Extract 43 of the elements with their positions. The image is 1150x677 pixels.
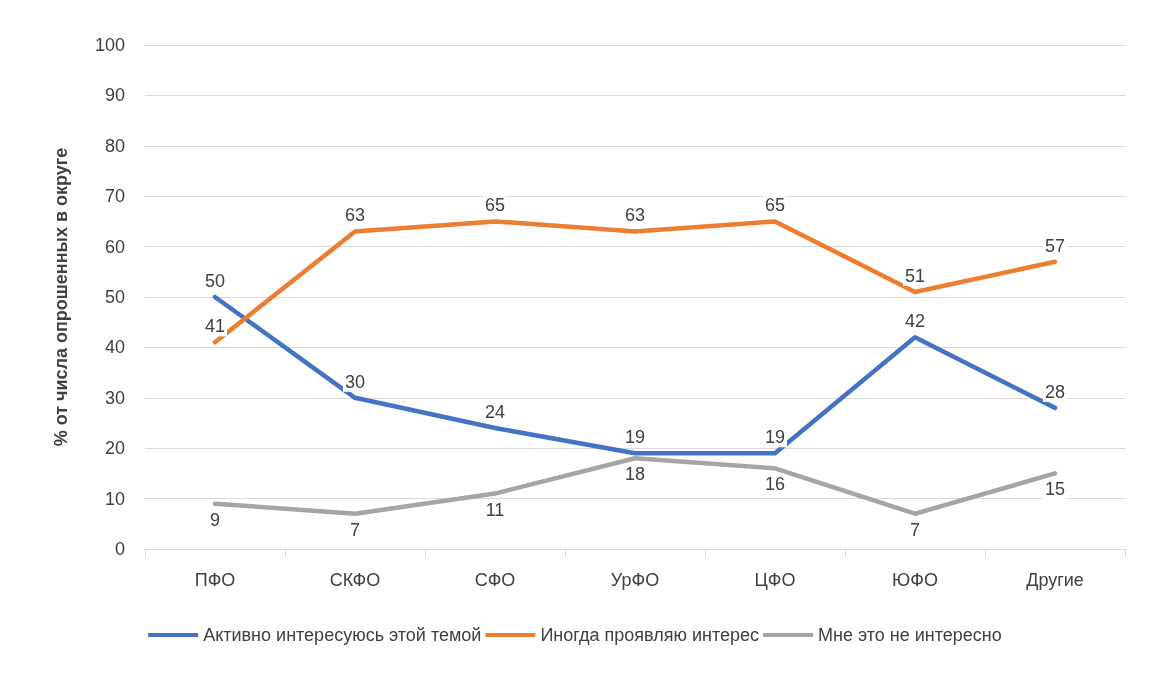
data-label: 65 [484,195,506,216]
y-tick-label: 10 [104,488,125,509]
data-label: 9 [209,509,221,530]
x-tick-label: ЮФО [892,570,938,590]
y-tick-label: 30 [104,387,125,408]
data-label: 7 [909,519,921,540]
data-label: 30 [344,371,366,392]
data-label: 57 [1044,235,1066,256]
x-tick-label: СКФО [329,570,381,590]
data-label: 28 [1044,381,1066,402]
data-label: 42 [904,311,926,332]
data-label: 50 [204,271,226,291]
y-tick-label: 100 [94,35,125,55]
y-tick-label: 70 [104,186,125,207]
y-tick-label: 20 [104,438,125,459]
data-label: 65 [764,195,786,216]
data-label: 24 [484,402,506,423]
x-tick-label: СФО [474,570,516,590]
data-label: 7 [349,519,361,540]
data-label: 63 [624,205,646,226]
data-label: 15 [1044,479,1066,500]
data-label: 16 [764,474,786,495]
data-label: 11 [485,499,505,520]
data-label: 19 [624,427,646,448]
data-label: 51 [904,265,926,286]
y-tick-label: 0 [114,539,125,559]
data-label: 41 [204,316,226,337]
y-tick-label: 90 [104,85,125,106]
y-tick-label: 40 [104,337,125,358]
legend-label: Мне это не интересно [818,625,1002,645]
x-tick-label: ПФО [194,570,236,590]
legend-label: Активно интересуюсь этой темой [203,625,482,645]
x-tick-label: УрФО [610,570,660,590]
data-label: 18 [624,464,646,485]
x-tick-label: ЦФО [754,570,796,590]
data-label: 63 [344,205,366,226]
y-axis-title: % от числа опрошенных в округе [51,147,71,447]
legend-label: Иногда проявляю интерес [540,625,760,645]
y-tick-label: 60 [104,236,125,257]
data-label: 19 [764,427,786,448]
y-tick-label: 50 [104,287,125,307]
x-tick-label: Другие [1026,570,1084,590]
y-tick-label: 80 [104,135,125,156]
